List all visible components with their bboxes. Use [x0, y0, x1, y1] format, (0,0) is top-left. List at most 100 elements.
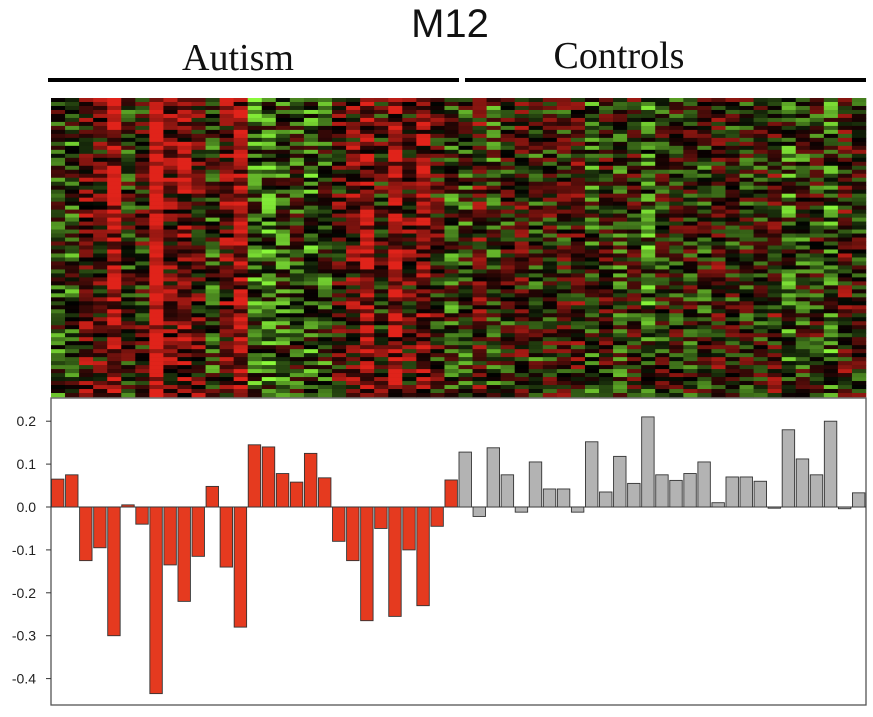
heatmap-cell: [79, 357, 94, 362]
heatmap-cell: [809, 257, 825, 262]
heatmap-cell: [486, 149, 501, 155]
heatmap-cell: [739, 241, 754, 246]
control-bar-10: [585, 441, 599, 508]
heatmap-cell: [261, 377, 277, 382]
heatmap-cell: [121, 217, 136, 222]
heatmap-cell: [107, 241, 122, 246]
heatmap-cell: [486, 261, 501, 266]
heatmap-cell: [233, 201, 249, 206]
heatmap-cell: [205, 189, 220, 194]
heatmap-cell: [247, 193, 263, 198]
heatmap-cell: [500, 277, 516, 282]
y-tick-label: 0.1: [17, 456, 37, 472]
heatmap-cell: [79, 269, 94, 274]
heatmap-cell: [795, 245, 811, 250]
heatmap-cell: [809, 361, 825, 366]
heatmap-cell: [289, 369, 305, 374]
heatmap-cell: [570, 201, 586, 206]
heatmap-cell: [472, 213, 487, 218]
heatmap-cell: [472, 273, 487, 278]
heatmap-cell: [191, 161, 206, 167]
heatmap-cell: [683, 141, 698, 147]
heatmap-cell: [261, 121, 277, 127]
heatmap-cell: [823, 181, 839, 187]
heatmap-cell: [93, 277, 108, 282]
heatmap-cell: [430, 181, 445, 187]
heatmap-cell: [51, 157, 66, 163]
heatmap-cell: [458, 229, 473, 234]
heatmap-cell: [669, 197, 684, 202]
heatmap-cell: [458, 213, 473, 218]
heatmap-cell: [388, 189, 403, 194]
heatmap-cell: [275, 193, 291, 198]
heatmap-cell: [93, 221, 108, 226]
heatmap-cell: [93, 121, 108, 127]
heatmap-cell: [683, 345, 698, 350]
heatmap-cell: [599, 365, 614, 370]
heatmap-cell: [500, 389, 516, 394]
heatmap-cell: [107, 121, 122, 127]
heatmap-cell: [388, 137, 403, 143]
heatmap-cell: [346, 109, 361, 115]
heatmap-cell: [528, 129, 544, 135]
heatmap-cell: [641, 185, 656, 190]
heatmap-cell: [289, 245, 305, 250]
heatmap-cell: [107, 337, 122, 342]
heatmap-cell: [261, 277, 277, 282]
heatmap-cell: [65, 293, 80, 298]
heatmap-cell: [767, 269, 782, 274]
heatmap-cell: [753, 105, 768, 111]
heatmap-cell: [388, 153, 403, 159]
heatmap-cell: [303, 325, 319, 330]
heatmap-cell: [191, 357, 206, 362]
heatmap-cell: [93, 233, 108, 238]
heatmap-cell: [51, 185, 66, 190]
heatmap-cell: [163, 313, 178, 318]
heatmap-cell: [697, 189, 712, 194]
heatmap-cell: [303, 229, 319, 234]
heatmap-cell: [725, 393, 740, 398]
heatmap-cell: [570, 117, 586, 123]
heatmap-cell: [93, 109, 108, 115]
heatmap-cell: [317, 241, 333, 246]
heatmap-cell: [795, 361, 811, 366]
heatmap-cell: [163, 205, 178, 210]
heatmap-cell: [219, 385, 234, 390]
heatmap-cell: [528, 309, 544, 314]
heatmap-cell: [739, 137, 754, 143]
heatmap-cell: [627, 253, 642, 258]
heatmap-cell: [107, 157, 122, 163]
heatmap-cell: [500, 169, 516, 175]
heatmap-cell: [219, 137, 234, 143]
heatmap-cell: [275, 349, 291, 354]
heatmap-cell: [795, 197, 811, 202]
heatmap-cell: [191, 165, 206, 171]
autism-bar-19: [303, 452, 318, 508]
heatmap-cell: [725, 225, 740, 230]
heatmap-cell: [191, 325, 206, 330]
heatmap-cell: [655, 165, 670, 171]
heatmap-cell: [641, 353, 656, 358]
heatmap-cell: [317, 293, 333, 298]
heatmap-cell: [416, 333, 431, 338]
heatmap-cell: [107, 297, 122, 302]
heatmap-cell: [163, 197, 178, 202]
heatmap-cell: [753, 125, 768, 131]
heatmap-cell: [289, 101, 305, 107]
heatmap-cell: [275, 133, 291, 139]
heatmap-cell: [753, 217, 768, 222]
heatmap-cell: [107, 329, 122, 334]
heatmap-cell: [627, 321, 642, 326]
heatmap-cell: [655, 221, 670, 226]
autism-bar-27: [416, 506, 430, 607]
heatmap-cell: [289, 125, 305, 131]
heatmap-cell: [767, 241, 782, 246]
heatmap-cell: [219, 345, 234, 350]
heatmap-cell: [163, 117, 178, 123]
heatmap-cell: [317, 385, 333, 390]
heatmap-cell: [570, 249, 586, 254]
heatmap-cell: [697, 337, 712, 342]
heatmap-cell: [177, 189, 192, 194]
heatmap-cell: [121, 161, 136, 167]
heatmap-cell: [332, 98, 347, 103]
